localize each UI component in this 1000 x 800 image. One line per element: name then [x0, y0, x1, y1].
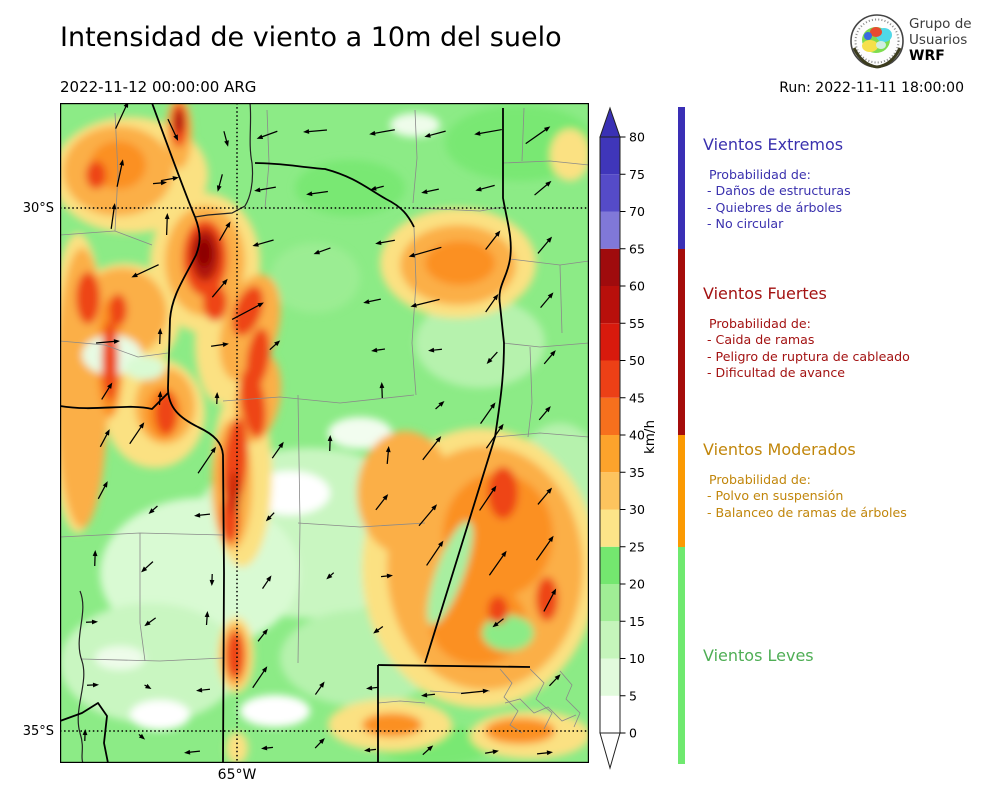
legend-category-item: - Balanceo de ramas de árboles — [707, 504, 907, 520]
legend-category-items: - Daños de estructuras - Quiebres de árbo… — [703, 183, 998, 232]
lon-tick-65w: 65°W — [217, 767, 257, 783]
svg-text:5: 5 — [629, 688, 637, 703]
legend-category-title: Vientos Leves — [703, 646, 814, 665]
legend-category-item: - Quiebres de árboles — [707, 199, 843, 215]
legend-category-intro: Probabilidad de: — [709, 472, 811, 487]
svg-text:50: 50 — [629, 353, 645, 368]
legend-category-intro: Probabilidad de: — [709, 167, 811, 182]
colorbar-units-label: km/h — [642, 420, 658, 454]
svg-text:10: 10 — [629, 651, 645, 666]
svg-text:45: 45 — [629, 390, 645, 405]
logo-caption-line1: Grupo de — [909, 16, 972, 32]
run-datetime-label: Run: 2022-11-11 18:00:00 — [779, 80, 964, 96]
legend-category-item: - Polvo en suspensión — [707, 488, 844, 504]
svg-text:65: 65 — [629, 241, 645, 256]
category-strip — [678, 107, 685, 764]
legend-category-title: Vientos Fuertes — [703, 284, 827, 303]
svg-text:25: 25 — [629, 539, 645, 554]
legend-category-items: - Caida de ramas - Peligro de ruptura de … — [703, 332, 998, 381]
wind-map-canvas — [48, 97, 605, 766]
svg-text:20: 20 — [629, 577, 645, 592]
svg-text:70: 70 — [629, 204, 645, 219]
logo-caption: Grupo de Usuarios WRF — [909, 16, 972, 64]
legend-category-moderados: Vientos Moderados Probabilidad de: - Pol… — [703, 440, 998, 521]
svg-text:60: 60 — [629, 279, 645, 294]
svg-text:80: 80 — [629, 130, 645, 145]
category-strip-segment — [678, 435, 685, 547]
legend-category-extremos: Vientos Extremos Probabilidad de: - Daño… — [703, 135, 998, 233]
wrf-users-logo-icon — [850, 14, 904, 69]
category-strip-segment — [678, 248, 685, 435]
svg-text:15: 15 — [629, 614, 645, 629]
legend-category-item: - Caida de ramas — [707, 332, 815, 348]
svg-text:40: 40 — [629, 428, 645, 443]
svg-text:55: 55 — [629, 316, 645, 331]
valid-datetime-label: 2022-11-12 00:00:00 ARG — [60, 78, 257, 96]
legend-category-fuertes: Vientos Fuertes Probabilidad de: - Caida… — [703, 284, 998, 382]
svg-text:30: 30 — [629, 502, 645, 517]
legend-category-item: - No circular — [707, 216, 784, 232]
legend-category-item: - Peligro de ruptura de cableado — [707, 348, 910, 364]
logo-caption-wrf: WRF — [909, 48, 945, 64]
legend-category-leves: Vientos Leves — [703, 646, 998, 678]
logo-caption-line2: Usuarios — [909, 32, 968, 48]
legend-category-intro: Probabilidad de: — [709, 316, 811, 331]
category-strip-segment — [678, 107, 685, 249]
colorbar: 0 5 10 15 20 25 30 35 40 45 50 55 60 65 70 75 80 km/h — [599, 106, 658, 770]
lat-tick-35s: 35°S — [22, 724, 54, 739]
svg-text:35: 35 — [629, 465, 645, 480]
legend-category-title: Vientos Moderados — [703, 440, 856, 459]
legend-category-items: - Polvo en suspensión - Balanceo de ramas… — [703, 488, 998, 521]
page-title: Intensidad de viento a 10m del suelo — [60, 22, 562, 53]
lat-tick-30s: 30°S — [22, 201, 54, 216]
svg-text:0: 0 — [629, 726, 637, 741]
legend-category-item: - Daños de estructuras — [707, 183, 851, 199]
legend-category-item: - Dificultad de avance — [707, 365, 846, 381]
svg-text:75: 75 — [629, 167, 645, 182]
wind-map — [48, 97, 605, 766]
legend-category-title: Vientos Extremos — [703, 135, 844, 154]
category-strip-segment — [678, 546, 685, 764]
